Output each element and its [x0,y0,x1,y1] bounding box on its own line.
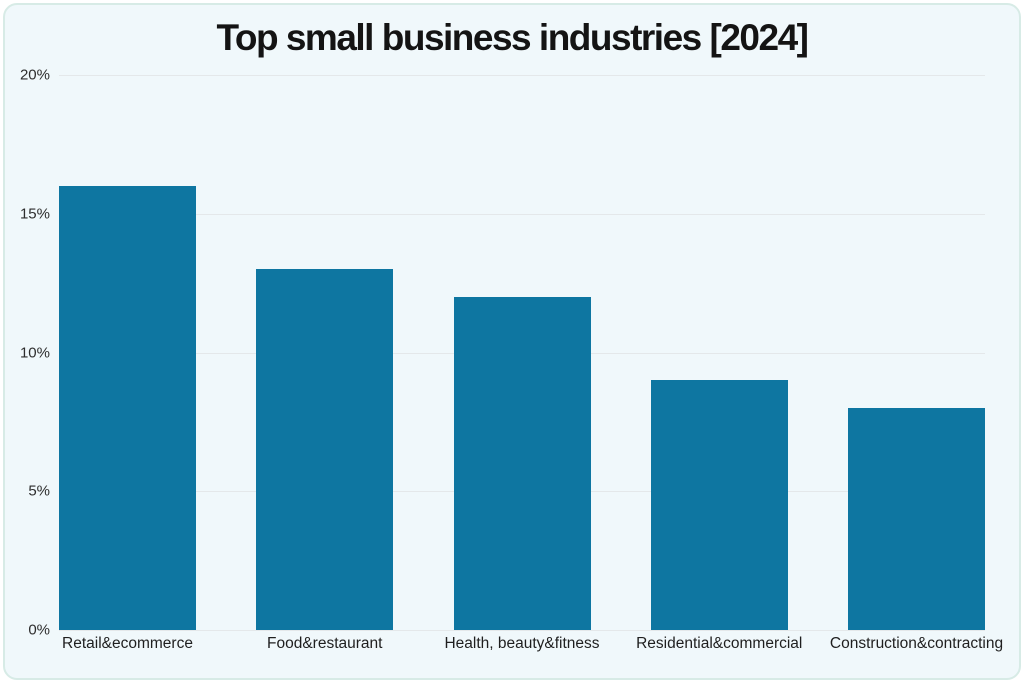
x-tick-label: Retail&ecommerce [62,635,193,652]
bar-Food&restaurant [256,269,394,630]
gridline-0 [59,630,985,631]
x-tick-label: Construction&contracting [829,635,1004,652]
bar-Residential&commercial [650,380,788,630]
gridline-15 [59,213,985,215]
y-tick-label-10: 10% [19,344,50,361]
bar-Health, beauty&fitness [453,297,591,630]
y-tick-label-5: 5% [28,482,50,500]
gridline-20 [59,75,985,76]
chart-card: Top small business industries [2024] 0% 5… [3,3,1021,680]
x-tick-label: Residential&commercial [636,635,803,652]
y-tick-label-0: 0% [28,621,50,639]
y-tick-label-15: 15% [19,205,50,223]
x-tick-label: Health, beauty&fitness [444,635,600,652]
x-tick-label: Food&restaurant [267,635,383,652]
y-tick-label-20: 20% [19,66,50,84]
chart-title: Top small business industries [2024] [216,17,809,58]
bar-Retail&ecommerce [59,186,196,630]
bar-Construction&contracting [848,408,985,630]
plot-area: 0% 5% 10% 15% 20% Retail&ecommerce Food&resta… [20,67,1003,653]
